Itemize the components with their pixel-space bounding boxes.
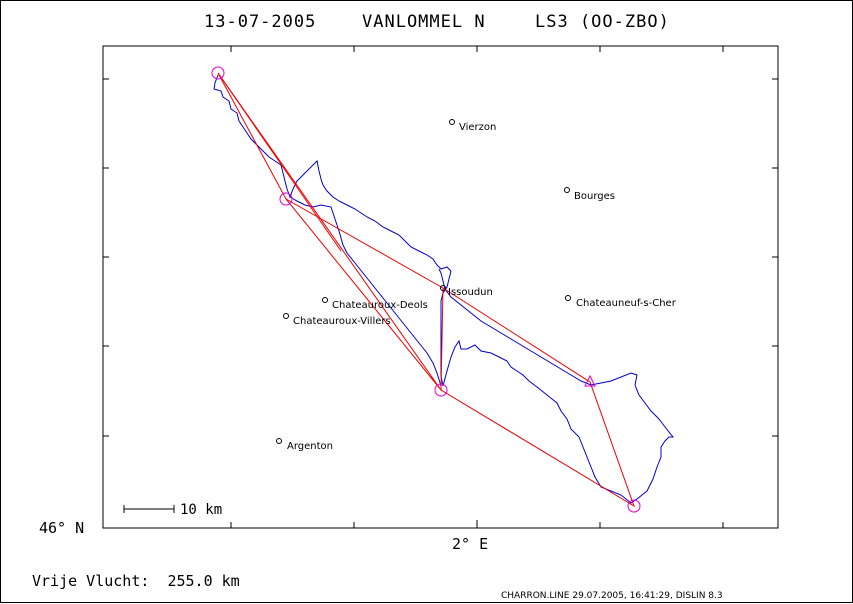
turnpoint-1 bbox=[279, 192, 293, 206]
town-vierzon: Vierzon bbox=[449, 119, 496, 133]
task-route bbox=[217, 72, 635, 508]
flight-track bbox=[213, 74, 675, 504]
flight-track-leg bbox=[289, 196, 442, 387]
turnpoint-2 bbox=[434, 383, 448, 397]
town-chateauroux-villers: Chateauroux-Villers bbox=[283, 313, 391, 327]
title-pilot: VANLOMMEL N bbox=[362, 12, 486, 32]
town-argenton: Argenton bbox=[276, 438, 333, 452]
scale-bar bbox=[123, 505, 175, 513]
town-label: Chateauroux-Villers bbox=[293, 316, 391, 327]
town-chateauneuf-s-cher: Chateauneuf-s-Cher bbox=[565, 295, 677, 309]
town-label: Argenton bbox=[287, 441, 333, 452]
town-label: Chateauneuf-s-Cher bbox=[576, 298, 677, 309]
task-leg bbox=[217, 72, 342, 252]
town-issoudun: Issoudun bbox=[440, 285, 493, 298]
axis-ticks bbox=[103, 46, 778, 528]
town-label: Vierzon bbox=[459, 122, 496, 133]
finish-triangle bbox=[584, 374, 596, 387]
turnpoint-3 bbox=[627, 499, 641, 513]
credit-line: CHARRON.LINE 29.07.2005, 16:41:29, DISLI… bbox=[501, 591, 723, 601]
task-leg bbox=[285, 198, 444, 289]
title-glider: LS3 (OO-ZBO) bbox=[535, 12, 670, 32]
town-label: Bourges bbox=[574, 191, 615, 202]
distance-summary: Vrije Vlucht: 255.0 km bbox=[32, 572, 240, 590]
scale-bar-label: 10 km bbox=[180, 502, 222, 518]
start-turnpoint bbox=[211, 66, 225, 80]
town-label: Issoudun bbox=[448, 287, 493, 298]
town-label: Chateauroux-Deols bbox=[332, 300, 428, 311]
latitude-label: 46° N bbox=[39, 519, 84, 537]
longitude-label: 2° E bbox=[452, 535, 488, 553]
town-bourges: Bourges bbox=[564, 187, 615, 202]
town-chateauroux-deols: Chateauroux-Deols bbox=[322, 297, 428, 311]
map-frame bbox=[102, 45, 779, 529]
title-date: 13-07-2005 bbox=[204, 12, 316, 32]
